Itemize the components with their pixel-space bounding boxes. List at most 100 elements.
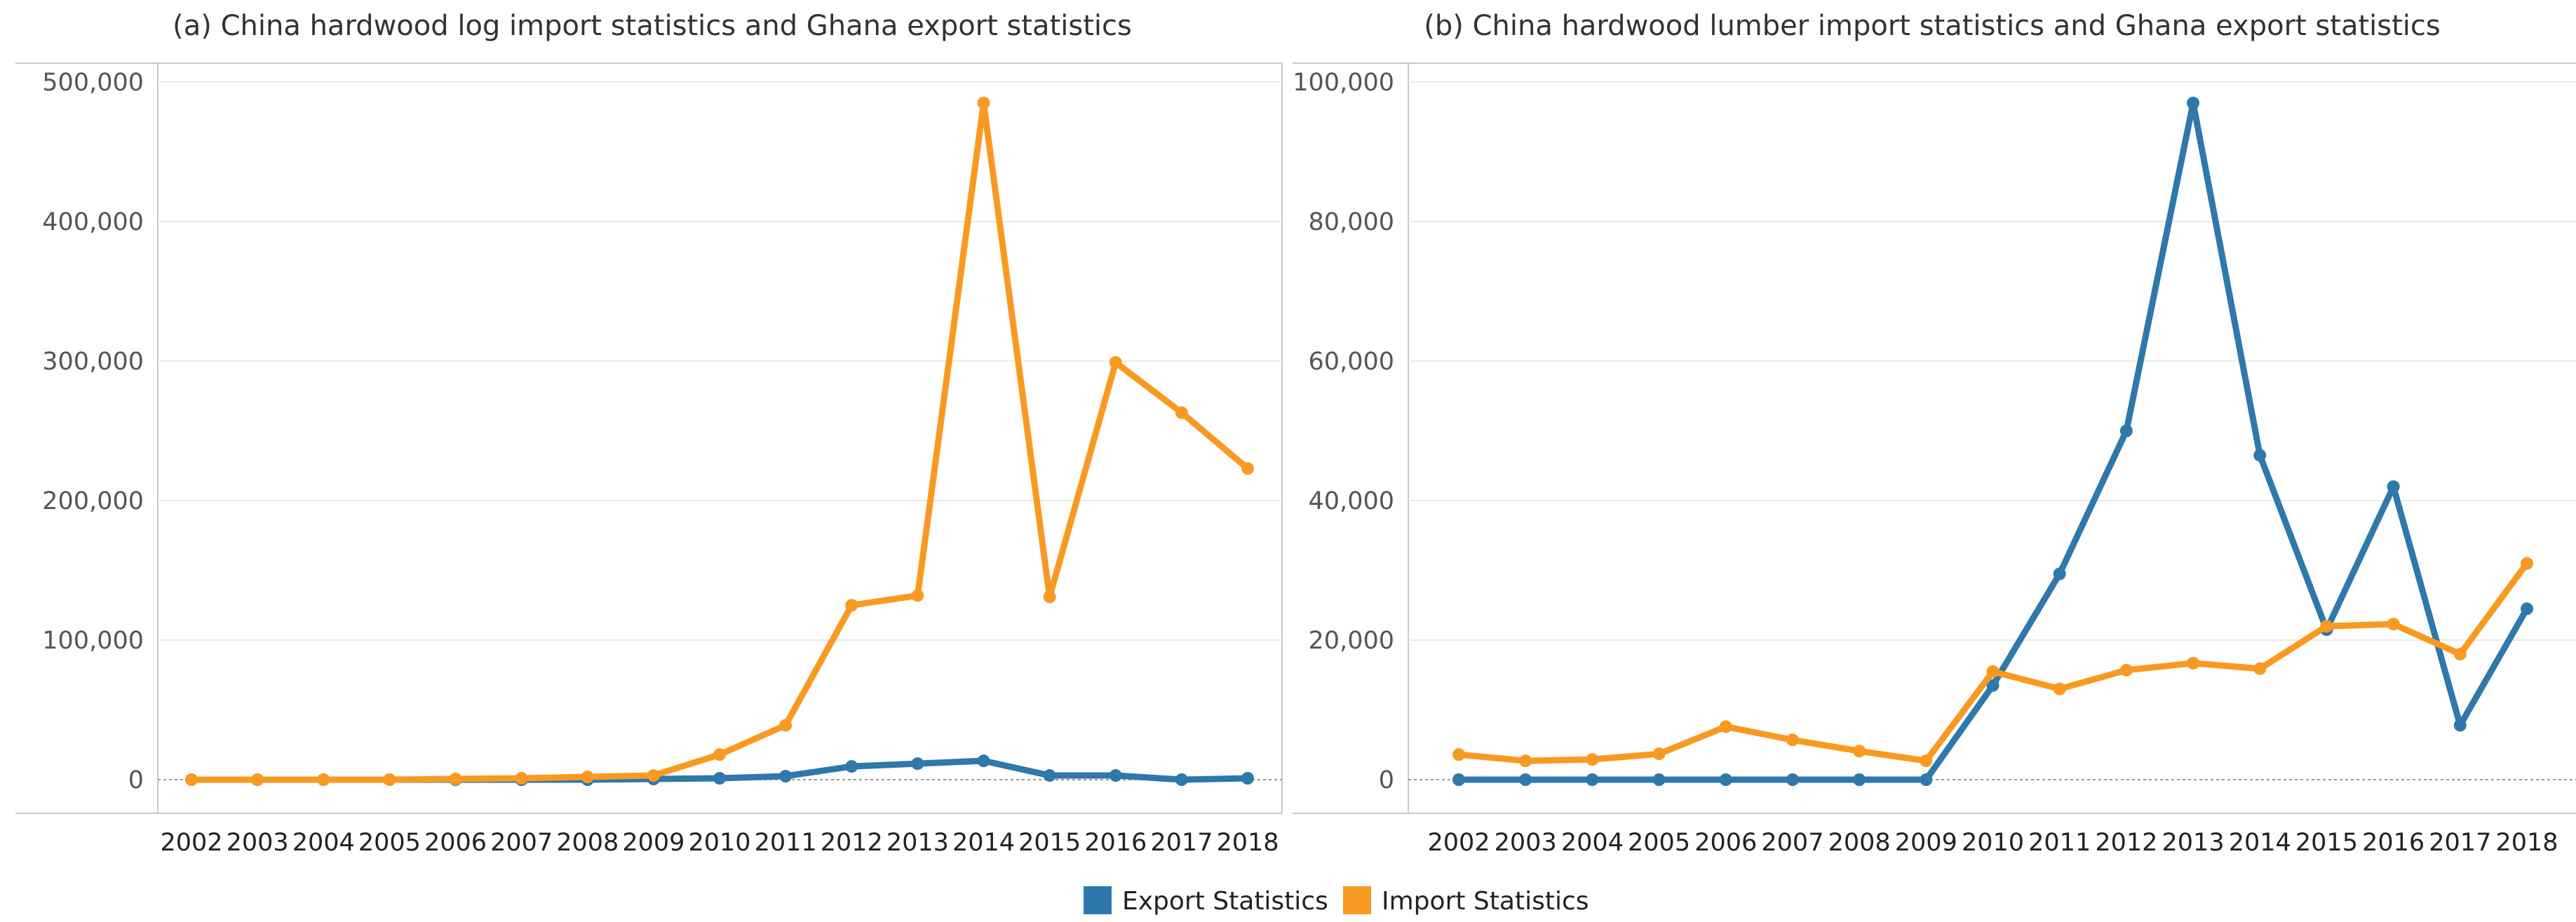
x-tick-label: 2011 (2028, 829, 2091, 857)
x-tick-label: 2017 (2429, 829, 2491, 857)
x-tick-label: 2009 (622, 829, 685, 857)
import-point-2017 (2453, 647, 2467, 660)
export-point-2003 (1519, 773, 1532, 786)
export-point-2005 (1652, 773, 1666, 786)
x-tick-label: 2013 (2162, 829, 2225, 857)
import-point-2014 (977, 96, 990, 109)
import-point-2007 (515, 772, 528, 785)
x-tick-label: 2008 (1828, 829, 1891, 857)
import-point-2013 (911, 589, 924, 602)
import-point-2016 (1109, 355, 1122, 369)
x-tick-label: 2003 (227, 829, 289, 857)
import-point-2005 (1652, 747, 1666, 761)
import-point-2011 (779, 719, 793, 732)
x-tick-label: 2007 (490, 829, 553, 857)
x-tick-label: 2018 (2495, 829, 2558, 857)
x-tick-label: 2016 (2362, 829, 2425, 857)
x-tick-label: 2010 (1962, 829, 2024, 857)
import-point-2010 (713, 748, 726, 761)
x-tick-label: 2005 (1628, 829, 1690, 857)
export-point-2016 (2387, 480, 2400, 494)
import-point-2011 (2053, 682, 2066, 696)
export-point-2014 (2253, 449, 2267, 462)
export-point-2013 (2187, 96, 2200, 109)
import-series-line (188, 100, 1251, 783)
export-point-2017 (2453, 719, 2467, 732)
x-tick-label: 2012 (2095, 829, 2157, 857)
export-point-2010 (1986, 679, 2000, 692)
import-point-2007 (1786, 733, 1799, 747)
y-tick-label: 500,000 (42, 69, 144, 97)
import-point-2006 (449, 773, 462, 786)
import-point-2004 (1586, 753, 1599, 766)
import-point-2006 (1719, 720, 1732, 733)
export-point-2016 (1109, 769, 1122, 782)
x-tick-label: 2004 (1561, 829, 1624, 857)
import-point-2015 (1043, 590, 1056, 604)
x-tick-label: 2006 (424, 829, 487, 857)
import-point-2017 (1175, 406, 1188, 419)
x-tick-label: 2007 (1761, 829, 1823, 857)
x-tick-label: 2016 (1084, 829, 1147, 857)
x-tick-label: 2008 (556, 829, 619, 857)
import-point-2003 (1519, 754, 1532, 768)
import-point-2016 (2387, 618, 2400, 631)
x-tick-label: 2006 (1694, 829, 1757, 857)
import-point-2013 (2187, 656, 2200, 670)
import-point-2015 (2320, 620, 2333, 633)
legend-swatch-import (1343, 886, 1371, 914)
import-point-2018 (1241, 462, 1254, 475)
import-point-2018 (2521, 557, 2533, 570)
x-tick-label: 2009 (1895, 829, 1957, 857)
export-point-2018 (2521, 602, 2533, 616)
export-point-2018 (1241, 772, 1254, 785)
import-point-2012 (2119, 663, 2133, 677)
y-tick-label: 400,000 (42, 208, 144, 236)
export-point-2011 (2053, 567, 2066, 581)
export-point-2008 (1853, 773, 1866, 786)
x-tick-label: 2002 (160, 829, 222, 857)
import-point-2012 (845, 599, 858, 612)
x-tick-label: 2011 (755, 829, 817, 857)
x-tick-label: 2014 (2229, 829, 2291, 857)
y-tick-label: 100,000 (1293, 69, 1394, 97)
export-point-2002 (1452, 773, 1465, 786)
x-tick-label: 2005 (358, 829, 421, 857)
export-series-line (1455, 100, 2530, 783)
panel-b: (b) China hardwood lumber import statist… (1293, 10, 2576, 857)
y-tick-label: 300,000 (42, 348, 144, 376)
x-tick-label: 2013 (886, 829, 949, 857)
x-tick-label: 2002 (1427, 829, 1490, 857)
y-tick-label: 60,000 (1309, 348, 1394, 376)
export-point-2012 (845, 760, 858, 773)
panel-b-title: (b) China hardwood lumber import statist… (1424, 10, 2440, 42)
export-point-2014 (977, 754, 990, 768)
panel-a: (a) China hardwood log import statistics… (15, 10, 1283, 857)
y-tick-label: 0 (128, 766, 144, 794)
x-tick-label: 2014 (952, 829, 1015, 857)
y-tick-label: 200,000 (42, 487, 144, 515)
export-point-2011 (779, 770, 793, 783)
import-series-line (1455, 560, 2530, 764)
y-tick-label: 80,000 (1309, 208, 1394, 236)
import-point-2002 (1452, 748, 1465, 761)
import-point-2010 (1986, 665, 2000, 678)
y-tick-label: 100,000 (42, 627, 144, 655)
import-point-2004 (317, 773, 330, 786)
panel-a-title: (a) China hardwood log import statistics… (173, 10, 1132, 42)
x-tick-label: 2018 (1216, 829, 1279, 857)
export-point-2006 (1719, 773, 1732, 786)
legend-swatch-export (1084, 886, 1112, 914)
import-point-2003 (251, 773, 264, 786)
export-point-2004 (1586, 773, 1599, 786)
export-point-2009 (1920, 773, 1933, 786)
y-tick-label: 0 (1379, 766, 1394, 794)
x-tick-label: 2012 (821, 829, 883, 857)
legend: Export Statistics Import Statistics (1084, 886, 1589, 916)
legend-label-export: Export Statistics (1122, 887, 1328, 916)
export-point-2017 (1175, 773, 1188, 786)
x-tick-label: 2010 (688, 829, 750, 857)
import-point-2008 (581, 771, 594, 784)
import-point-2014 (2253, 662, 2267, 675)
